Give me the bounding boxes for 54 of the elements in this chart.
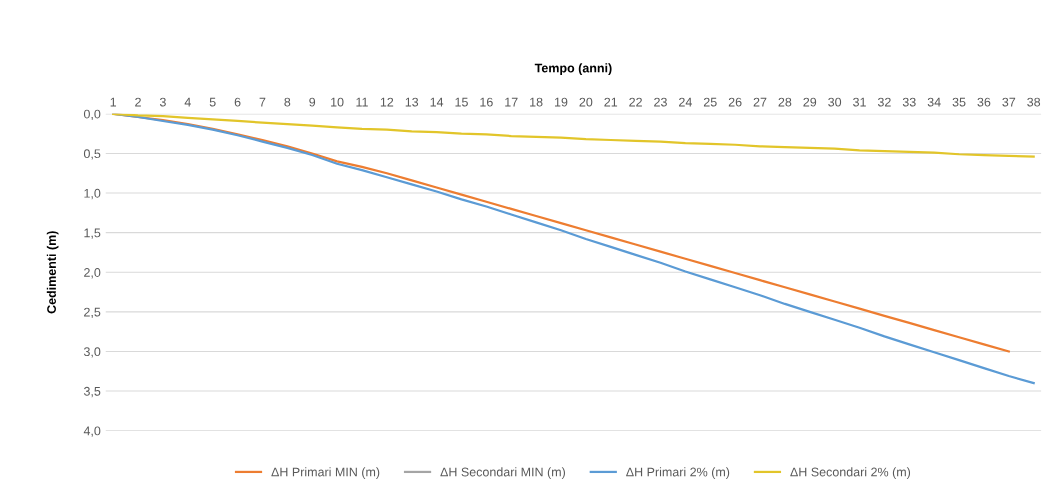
x-tick-label: 23	[654, 97, 667, 107]
x-tick-label: 19	[554, 97, 568, 107]
y-tick-label: 4,0	[83, 426, 101, 437]
x-tick-label: 13	[405, 97, 419, 107]
x-tick-label: 6	[234, 97, 241, 107]
x-tick-label: 21	[604, 97, 618, 107]
y-tick-label: 3,5	[83, 386, 101, 398]
x-tick-label: 5	[209, 97, 216, 107]
x-tick-label: 16	[480, 97, 493, 107]
x-tick-label: 22	[629, 97, 642, 107]
legend-label: ΔH Secondari MIN (m)	[440, 467, 565, 479]
x-tick-label: 30	[828, 97, 842, 107]
x-tick-label: 33	[902, 97, 916, 107]
x-tick-label: 26	[728, 97, 742, 107]
x-tick-label: 1	[110, 97, 117, 107]
x-tick-label: 10	[331, 97, 344, 107]
x-tick-label: 37	[1002, 97, 1016, 107]
x-tick-label: 3	[159, 97, 166, 107]
y-tick-label: 2,0	[84, 268, 101, 279]
y-axis-title: Cedimenti (m)	[46, 231, 59, 314]
legend-label: ΔH Primari MIN (m)	[271, 467, 380, 479]
legend-label: ΔH Primari 2% (m)	[626, 467, 730, 479]
legend-label: ΔH Secondari 2% (m)	[790, 467, 911, 479]
x-tick-label: 36	[977, 97, 991, 107]
x-tick-label: 18	[530, 97, 543, 107]
x-tick-label: 38	[1027, 97, 1041, 107]
y-tick-label: 0,0	[83, 109, 101, 120]
line-series	[112, 113, 1035, 158]
x-tick-label: 35	[952, 97, 966, 107]
x-tick-label: 25	[703, 97, 717, 107]
x-tick-label: 32	[877, 97, 891, 107]
x-axis-title: Tempo (anni)	[534, 63, 612, 75]
x-tick-label: 20	[579, 97, 593, 107]
x-tick-label: 27	[753, 97, 767, 107]
x-tick-label: 15	[455, 97, 468, 107]
x-tick-label: 14	[430, 97, 444, 107]
y-tick-label: 1,5	[84, 228, 101, 239]
x-tick-label: 31	[853, 97, 866, 107]
x-tick-label: 9	[309, 97, 316, 107]
x-tick-label: 7	[259, 97, 266, 107]
y-tick-label: 1,0	[84, 188, 101, 200]
x-tick-label: 17	[505, 97, 518, 107]
x-tick-label: 11	[356, 97, 368, 107]
y-tick-label: 2,5	[84, 307, 101, 318]
x-tick-label: 2	[135, 97, 141, 107]
x-tick-label: 12	[380, 97, 394, 107]
y-tick-label: 0,5	[83, 149, 101, 160]
x-tick-label: 28	[778, 97, 792, 107]
x-tick-label: 4	[184, 97, 191, 107]
x-tick-label: 29	[803, 97, 817, 107]
y-tick-label: 3,0	[83, 347, 101, 358]
x-tick-label: 24	[679, 97, 692, 107]
x-tick-label: 8	[284, 97, 291, 107]
x-tick-label: 34	[927, 97, 941, 107]
